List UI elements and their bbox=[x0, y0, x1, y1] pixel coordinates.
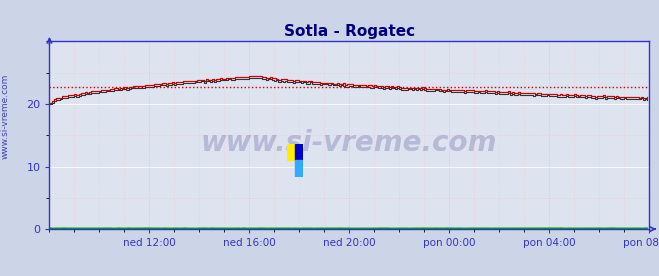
Text: www.si-vreme.com: www.si-vreme.com bbox=[1, 73, 10, 159]
Bar bbox=[295, 160, 303, 177]
Bar bbox=[287, 144, 295, 160]
Title: Sotla - Rogatec: Sotla - Rogatec bbox=[284, 24, 415, 39]
Bar bbox=[295, 144, 303, 160]
Text: www.si-vreme.com: www.si-vreme.com bbox=[201, 129, 498, 157]
